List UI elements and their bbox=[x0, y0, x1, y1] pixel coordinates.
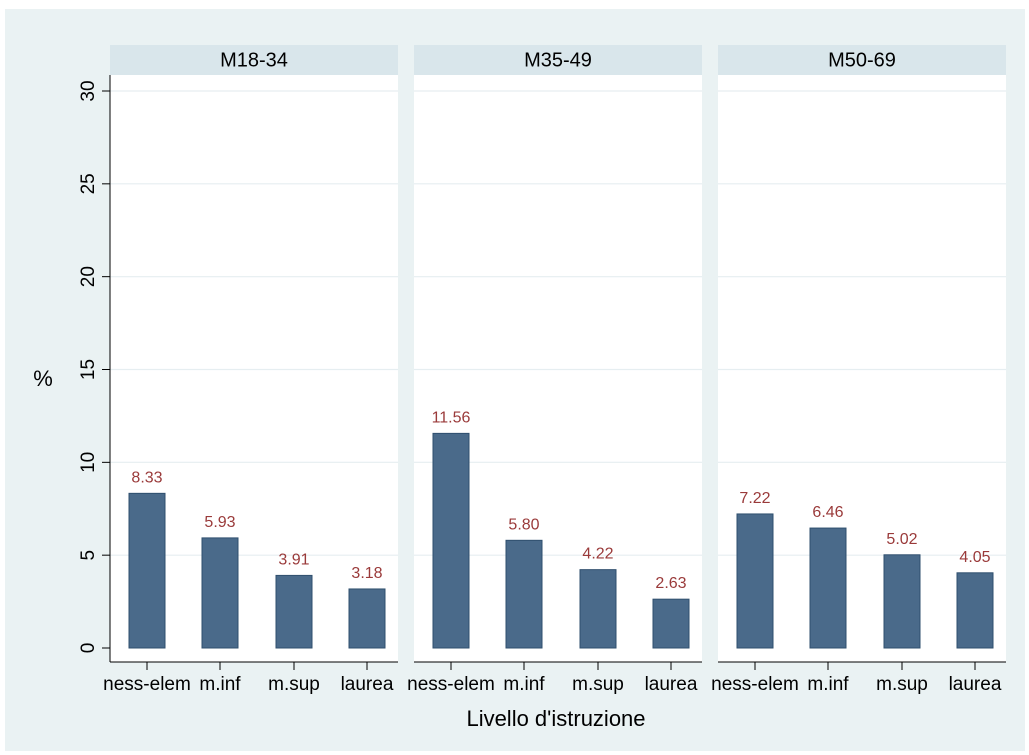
bar bbox=[956, 572, 994, 649]
data-label: 3.18 bbox=[351, 565, 382, 582]
panel-header bbox=[718, 45, 1006, 75]
x-tick-label: ness-elem bbox=[711, 674, 799, 695]
x-tick-label: m.sup bbox=[876, 674, 928, 695]
panel-title: M18-34 bbox=[220, 49, 288, 71]
data-label: 4.22 bbox=[582, 546, 613, 563]
x-tick-label: laurea bbox=[645, 674, 698, 695]
bar bbox=[883, 554, 921, 649]
y-axis: 0 5 10 15 20 25 30 bbox=[78, 75, 111, 662]
data-label: 8.33 bbox=[131, 469, 162, 486]
bar bbox=[128, 492, 166, 649]
bar bbox=[652, 598, 690, 649]
y-tick-label: 15 bbox=[78, 359, 99, 380]
panel-m35-49: M35-49 11.56 ness-elem 5.80 m.inf 4.22 m.sup 2.… bbox=[407, 45, 702, 695]
bar bbox=[579, 569, 617, 649]
x-tick-label: m.sup bbox=[572, 674, 624, 695]
y-tick-label: 5 bbox=[78, 550, 99, 561]
data-label: 11.56 bbox=[432, 409, 471, 426]
data-label: 6.46 bbox=[812, 504, 843, 521]
panel-header bbox=[110, 45, 398, 75]
data-label: 3.91 bbox=[278, 551, 309, 568]
bar bbox=[201, 537, 239, 649]
x-tick-label: m.sup bbox=[268, 674, 320, 695]
bar bbox=[809, 527, 847, 649]
y-tick-label: 20 bbox=[78, 266, 99, 287]
x-tick-label: m.inf bbox=[199, 674, 241, 695]
panels: M18-34 8.33 ness-elem 5.93 m.inf 3.91 m.sup 3.1… bbox=[103, 45, 1006, 695]
x-tick-label: m.inf bbox=[503, 674, 545, 695]
y-axis-label: % bbox=[33, 366, 53, 391]
data-label: 7.22 bbox=[739, 490, 770, 507]
x-tick-label: ness-elem bbox=[407, 674, 495, 695]
panel-title: M35-49 bbox=[524, 49, 592, 71]
panel-m50-69: M50-69 7.22 ness-elem 6.46 m.inf 5.02 m.sup 4.0… bbox=[711, 45, 1006, 695]
panel-title: M50-69 bbox=[828, 49, 896, 71]
panel-m18-34: M18-34 8.33 ness-elem 5.93 m.inf 3.91 m.sup 3.1… bbox=[103, 45, 398, 695]
panel-header bbox=[414, 45, 702, 75]
bar bbox=[348, 588, 386, 649]
y-tick-label: 30 bbox=[78, 80, 99, 101]
bar bbox=[432, 432, 470, 649]
x-tick-label: laurea bbox=[949, 674, 1002, 695]
x-tick-label: ness-elem bbox=[103, 674, 191, 695]
x-tick-label: laurea bbox=[341, 674, 394, 695]
data-label: 5.80 bbox=[508, 516, 539, 533]
data-label: 2.63 bbox=[655, 575, 686, 592]
x-tick-label: m.inf bbox=[807, 674, 849, 695]
data-label: 5.93 bbox=[204, 514, 235, 531]
x-axis-label: Livello d'istruzione bbox=[466, 706, 645, 731]
y-tick-label: 0 bbox=[78, 643, 99, 654]
data-label: 5.02 bbox=[886, 531, 917, 548]
bar bbox=[275, 574, 313, 649]
y-tick-label: 25 bbox=[78, 173, 99, 194]
data-label: 4.05 bbox=[959, 549, 990, 566]
bar bbox=[736, 513, 774, 649]
bar bbox=[505, 539, 543, 649]
y-tick-label: 10 bbox=[78, 452, 99, 473]
